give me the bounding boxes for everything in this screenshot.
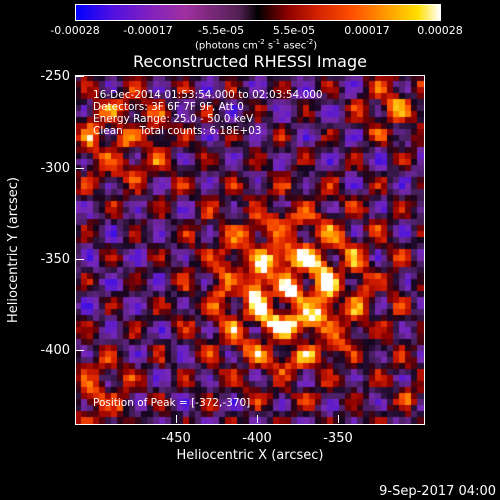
- colorbar-tick: 5.5e-05: [272, 24, 316, 37]
- x-tick-mark: [257, 415, 258, 423]
- y-tick-mark: [76, 259, 84, 260]
- y-tick-label: -300: [40, 161, 70, 176]
- colorbar: [75, 4, 441, 21]
- energy-range-label: Energy Range: 25.0 - 50.0 keV: [93, 113, 254, 125]
- x-tick-label: -450: [161, 431, 191, 446]
- colorbar-tick: -0.00028: [50, 24, 100, 37]
- y-tick-mark: [76, 76, 84, 77]
- footer-date: 9-Sep-2017 04:00: [379, 484, 496, 499]
- detectors-label: Detectors: 3F 6F 7F 9F, Att 0: [93, 101, 244, 113]
- plot-frame: [75, 75, 425, 425]
- y-tick-label: -250: [40, 69, 70, 84]
- rhessi-image: [75, 75, 424, 424]
- plot-title: Reconstructed RHESSI Image: [133, 52, 367, 71]
- y-tick-mark: [76, 168, 84, 169]
- y-tick-mark: [76, 350, 84, 351]
- colorbar-unit: (photons cm-2 s-1 asec-2): [195, 38, 318, 52]
- colorbar-tick: 0.00017: [344, 24, 390, 37]
- y-tick-label: -400: [40, 343, 70, 358]
- x-tick-mark: [176, 415, 177, 423]
- colorbar-tick: 0.00028: [417, 24, 463, 37]
- colorbar-tick: -5.5e-05: [197, 24, 245, 37]
- colorbar-tick: -0.00017: [123, 24, 173, 37]
- peak-position-label: Position of Peak = [-372,-370]: [93, 397, 251, 409]
- x-tick-label: -400: [242, 431, 272, 446]
- x-tick-label: -350: [323, 431, 353, 446]
- x-tick-mark: [338, 415, 339, 423]
- x-axis-title: Heliocentric X (arcsec): [176, 448, 324, 463]
- y-tick-label: -350: [40, 252, 70, 267]
- method-counts-label: Clean Total counts: 6.18E+03: [93, 125, 262, 137]
- time-range-label: 16-Dec-2014 01:53:54.000 to 02:03:54.000: [93, 89, 323, 101]
